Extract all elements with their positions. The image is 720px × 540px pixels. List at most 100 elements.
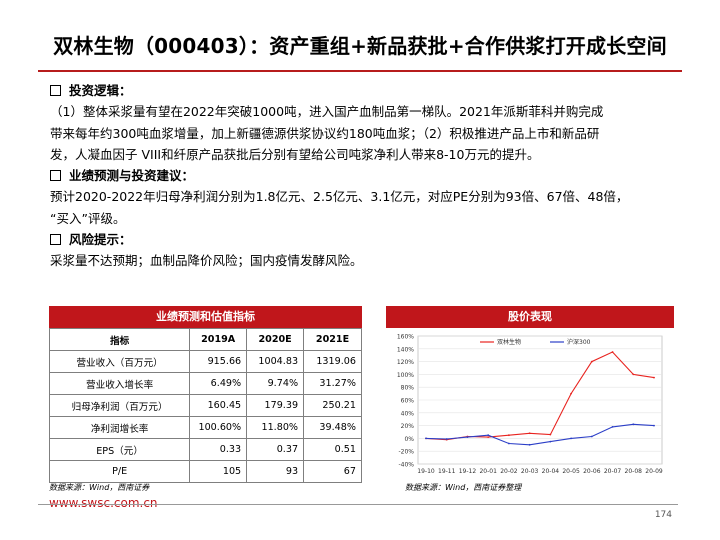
table-cell: 0.33: [189, 438, 248, 461]
table-cell: 93: [246, 460, 305, 483]
section-paragraph: （1）整体采浆量有望在2022年突破1000吨，进入国产血制品第一梯队。2021…: [50, 101, 690, 165]
series-point: [466, 436, 469, 439]
table-cell-label: 营业收入增长率: [48, 372, 191, 395]
table-header-cell: 2021E: [303, 328, 362, 351]
y-tick-label: 100%: [397, 372, 414, 379]
x-tick-label: 20-06: [583, 468, 601, 475]
paragraph-line: “买入”评级。: [50, 210, 126, 226]
table-cell-label: P/E: [48, 460, 191, 483]
x-tick-label: 20-04: [542, 468, 560, 475]
series-point: [528, 432, 531, 435]
series-point: [425, 437, 427, 440]
paragraph-line: 预计2020-2022年归母净利润分别为1.8亿元、2.5亿元、3.1亿元，对应…: [50, 189, 629, 205]
x-tick-label: 19-10: [417, 468, 435, 475]
stock-performance-chart: -40% -20% 0% 20% 40% 60% 80% 100% 120% 140% 160% 19…: [397, 334, 663, 476]
table-header-row: 指标 2019A 2020E 2021E: [48, 328, 362, 351]
series-point: [487, 436, 490, 439]
forecast-table-panel: 业绩预测和估值指标 指标 2019A 2020E 2021E 营业收入（百万元）…: [48, 306, 362, 483]
x-tick-label: 19-11: [438, 468, 456, 475]
y-tick-label: -20%: [398, 449, 414, 456]
table-cell: 39.48%: [303, 416, 362, 439]
chart-title: 股价表现: [386, 306, 674, 328]
series-point: [632, 423, 635, 426]
table-cell: 31.27%: [303, 372, 362, 395]
y-tick-label: 160%: [397, 334, 414, 341]
y-tick-label: 20%: [401, 423, 415, 430]
table-cell-label: 营业收入（百万元）: [48, 350, 191, 373]
y-tick-label: 120%: [397, 359, 414, 366]
table-row: P/E 105 93 67: [48, 460, 362, 483]
table-cell: 1004.83: [246, 350, 305, 373]
section-heading-label: 投资逻辑：: [69, 83, 132, 98]
section-paragraph: 采浆量不达预期；血制品降价风险；国内疫情发酵风险。: [50, 250, 690, 271]
x-tick-label: 20-08: [625, 468, 643, 475]
series-line: [425, 351, 655, 441]
x-tick-label: 20-03: [521, 468, 539, 475]
series-point: [653, 424, 655, 427]
series-point: [549, 440, 552, 443]
table-row: 营业收入（百万元） 915.66 1004.83 1319.06: [48, 350, 362, 373]
series-point: [528, 443, 531, 446]
table-row: EPS（元） 0.33 0.37 0.51: [48, 438, 362, 461]
body-text: 投资逻辑： （1）整体采浆量有望在2022年突破1000吨，进入国产血制品第一梯…: [50, 80, 690, 272]
x-tick-label: 20-09: [645, 468, 663, 475]
checkbox-bullet-icon: [50, 85, 61, 97]
table-cell: 915.66: [189, 350, 248, 373]
x-tick-label: 19-12: [459, 468, 477, 475]
series-point: [653, 376, 655, 379]
section-paragraph: 预计2020-2022年归母净利润分别为1.8亿元、2.5亿元、3.1亿元，对应…: [50, 186, 690, 229]
legend-label: 双林生物: [497, 338, 521, 346]
series-point: [611, 425, 614, 428]
series-point: [570, 392, 572, 395]
table-cell: 11.80%: [246, 416, 305, 439]
series-point: [590, 360, 593, 363]
series-point: [611, 351, 614, 353]
x-tick-label: 20-07: [604, 468, 622, 475]
footer-divider: [38, 504, 678, 505]
x-tick-label: 20-01: [479, 468, 497, 475]
series-point: [508, 442, 510, 445]
table-row: 营业收入增长率 6.49% 9.74% 31.27%: [48, 372, 362, 395]
section-heading-risk: 风险提示：: [50, 229, 690, 250]
table-cell: 160.45: [189, 394, 248, 417]
website-link[interactable]: www.swsc.com.cn: [49, 496, 158, 510]
x-tick-label: 20-02: [500, 468, 518, 475]
series-point: [590, 435, 593, 438]
paragraph-line: 带来每年约300吨血浆增量，加上新疆德源供浆协议约180吨血浆；（2）积极推进产…: [50, 125, 600, 141]
table-header-cell: 指标: [48, 328, 191, 351]
section-heading-forecast: 业绩预测与投资建议：: [50, 165, 690, 186]
section-heading-label: 业绩预测与投资建议：: [69, 168, 195, 184]
table-row: 净利润增长率 100.60% 11.80% 39.48%: [48, 416, 362, 439]
y-tick-label: 140%: [397, 346, 414, 353]
table-cell: 100.60%: [189, 416, 248, 439]
table-cell-label: 净利润增长率: [48, 416, 191, 439]
table-title: 业绩预测和估值指标: [49, 306, 362, 328]
y-tick-label: 0%: [404, 436, 414, 443]
y-tick-label: 60%: [401, 398, 415, 405]
series-point: [570, 437, 572, 440]
legend-label: 沪深300: [567, 338, 591, 346]
stock-chart-panel: 股价表现 -40% -20% 0% 20% 40% 60% 80% 100% 120% 140% 1…: [386, 306, 674, 482]
checkbox-bullet-icon: [50, 170, 61, 182]
table-cell: 179.39: [246, 394, 305, 417]
y-tick-label: 40%: [401, 410, 415, 417]
paragraph-line: 发，人凝血因子 VIII和纤原产品获批后分别有望给公司吨浆净利人带来8-10万元…: [50, 146, 540, 162]
table-header-cell: 2020E: [246, 328, 305, 351]
series-point: [445, 438, 448, 440]
table-cell: 1319.06: [303, 350, 362, 373]
table-cell: 0.51: [303, 438, 362, 461]
table-cell-label: 归母净利润（百万元）: [48, 394, 191, 417]
title-divider: [38, 70, 682, 72]
paragraph-line: （1）整体采浆量有望在2022年突破1000吨，进入国产血制品第一梯队。2021…: [50, 104, 604, 120]
forecast-table: 指标 2019A 2020E 2021E 营业收入（百万元） 915.66 10…: [48, 328, 362, 483]
chart-source-note: 数据来源：Wind，西南证券整理: [405, 483, 522, 492]
series-point: [508, 434, 510, 437]
table-cell-label: EPS（元）: [48, 438, 191, 461]
y-tick-label: 80%: [401, 385, 415, 392]
table-cell: 105: [189, 460, 248, 483]
page-number: 174: [654, 510, 672, 520]
table-source-note: 数据来源：Wind，西南证券: [49, 483, 150, 492]
page-title: 双林生物（000403）：资产重组+新品获批+合作供浆打开成长空间: [53, 34, 667, 58]
x-tick-label: 20-05: [562, 468, 580, 475]
table-header-cell: 2019A: [189, 328, 248, 351]
